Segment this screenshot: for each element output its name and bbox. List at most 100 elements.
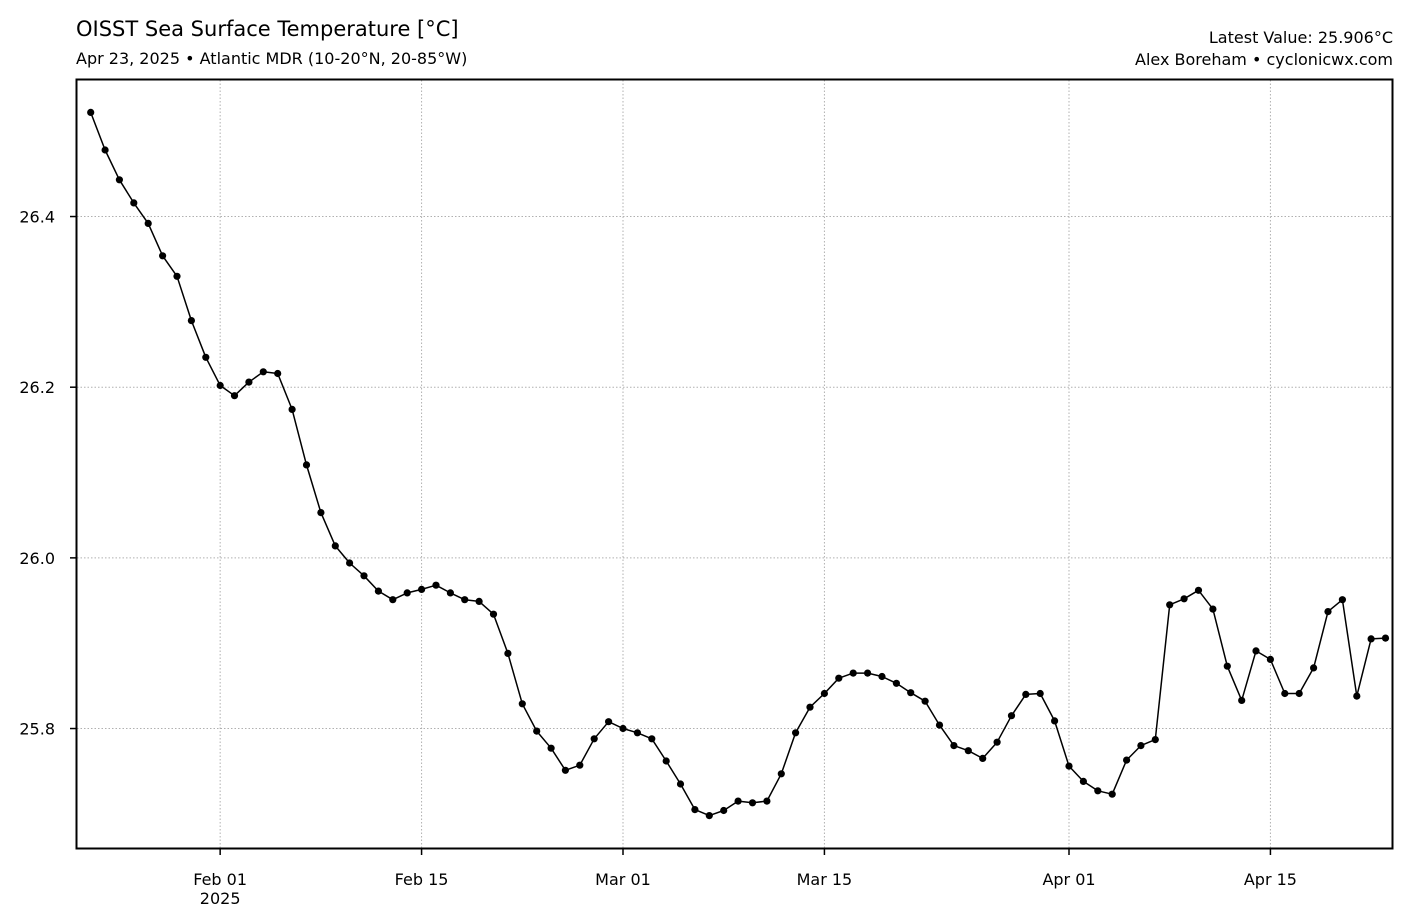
- data-point: [1367, 635, 1375, 643]
- data-point: [1281, 689, 1289, 698]
- data-point: [1381, 634, 1390, 642]
- y-tick-label: 26.4: [19, 208, 55, 227]
- data-point: [921, 697, 929, 705]
- data-point: [720, 806, 728, 815]
- data-point: [849, 669, 857, 677]
- data-point: [360, 572, 368, 580]
- data-point: [806, 703, 814, 711]
- plot-frame: [75, 78, 1394, 850]
- data-point: [1194, 586, 1203, 594]
- latest-value: Latest Value: 25.906°C: [1208, 28, 1393, 47]
- y-tick-label: 26.0: [19, 549, 55, 568]
- data-point: [619, 724, 627, 733]
- data-point: [691, 806, 699, 814]
- data-point: [346, 559, 354, 567]
- data-point: [576, 761, 584, 769]
- data-point: [734, 797, 742, 805]
- data-point: [748, 799, 757, 807]
- series-line-layer: [89, 112, 1386, 817]
- data-point: [835, 674, 843, 682]
- data-point: [461, 596, 469, 604]
- x-tick-label: Mar 01: [595, 870, 651, 889]
- data-point: [374, 587, 382, 595]
- data-point: [403, 589, 411, 597]
- data-point: [389, 596, 397, 604]
- data-point: [115, 176, 123, 184]
- data-point: [1266, 655, 1274, 664]
- data-point: [1108, 790, 1116, 798]
- data-point: [216, 381, 224, 390]
- x-tick-sublabel: 2025: [200, 889, 241, 908]
- data-point: [547, 744, 555, 752]
- data-point: [648, 735, 656, 743]
- data-point: [504, 649, 512, 658]
- data-point: [1310, 664, 1318, 672]
- data-point: [590, 735, 598, 743]
- data-point: [245, 378, 253, 386]
- data-point: [676, 780, 685, 788]
- data-point: [1180, 595, 1188, 603]
- data-point: [432, 581, 440, 589]
- data-point: [446, 589, 454, 597]
- data-point: [1353, 692, 1361, 700]
- data-point: [1079, 777, 1087, 786]
- data-point: [1166, 601, 1174, 609]
- series-line: [89, 112, 1386, 817]
- data-point: [1295, 689, 1303, 698]
- data-points: [87, 108, 1390, 820]
- data-point: [964, 747, 972, 755]
- data-point: [792, 729, 800, 737]
- data-point: [561, 766, 570, 774]
- chart-title: OISST Sea Surface Temperature [°C]: [76, 17, 459, 41]
- credit-text: Alex Boreham • cyclonicwx.com: [1135, 50, 1393, 69]
- data-point: [288, 405, 296, 413]
- data-point: [605, 718, 613, 726]
- x-tick-label: Apr 15: [1244, 870, 1297, 889]
- data-point: [1338, 596, 1346, 604]
- x-tick-label: Mar 15: [797, 870, 853, 889]
- data-point: [230, 392, 239, 400]
- data-point: [331, 542, 339, 550]
- data-point: [159, 252, 167, 260]
- data-point: [1223, 662, 1231, 670]
- data-point: [878, 672, 886, 681]
- data-point: [1238, 696, 1246, 705]
- data-point: [302, 461, 311, 469]
- y-tick-label: 25.8: [19, 720, 55, 739]
- data-point: [489, 610, 498, 618]
- data-point: [979, 754, 987, 763]
- data-point: [950, 742, 958, 750]
- data-point: [907, 689, 915, 697]
- data-point: [202, 353, 210, 361]
- data-point: [864, 669, 872, 677]
- data-point: [935, 721, 944, 729]
- data-point: [662, 757, 670, 765]
- data-point: [820, 689, 829, 698]
- data-point: [144, 219, 152, 227]
- data-point: [1209, 605, 1217, 613]
- data-point: [418, 585, 426, 594]
- data-point: [130, 199, 138, 207]
- data-point: [1036, 689, 1044, 698]
- x-tick-label: Apr 01: [1042, 870, 1095, 889]
- data-point: [1324, 608, 1332, 616]
- data-point: [1123, 756, 1131, 764]
- y-tick-label: 26.2: [19, 378, 55, 397]
- x-tick-label: Feb 01: [193, 870, 247, 889]
- data-point: [1065, 762, 1073, 770]
- data-point: [317, 508, 325, 517]
- data-point: [1252, 647, 1260, 655]
- data-point: [777, 770, 785, 778]
- data-point: [101, 146, 109, 154]
- x-tick-label: Feb 15: [395, 870, 449, 889]
- data-point: [993, 738, 1001, 746]
- data-point: [1051, 717, 1059, 725]
- data-point: [475, 597, 483, 606]
- data-point: [1022, 690, 1030, 699]
- data-point: [1151, 736, 1159, 744]
- data-point: [763, 797, 771, 805]
- data-point: [259, 368, 267, 376]
- data-point: [1137, 742, 1145, 750]
